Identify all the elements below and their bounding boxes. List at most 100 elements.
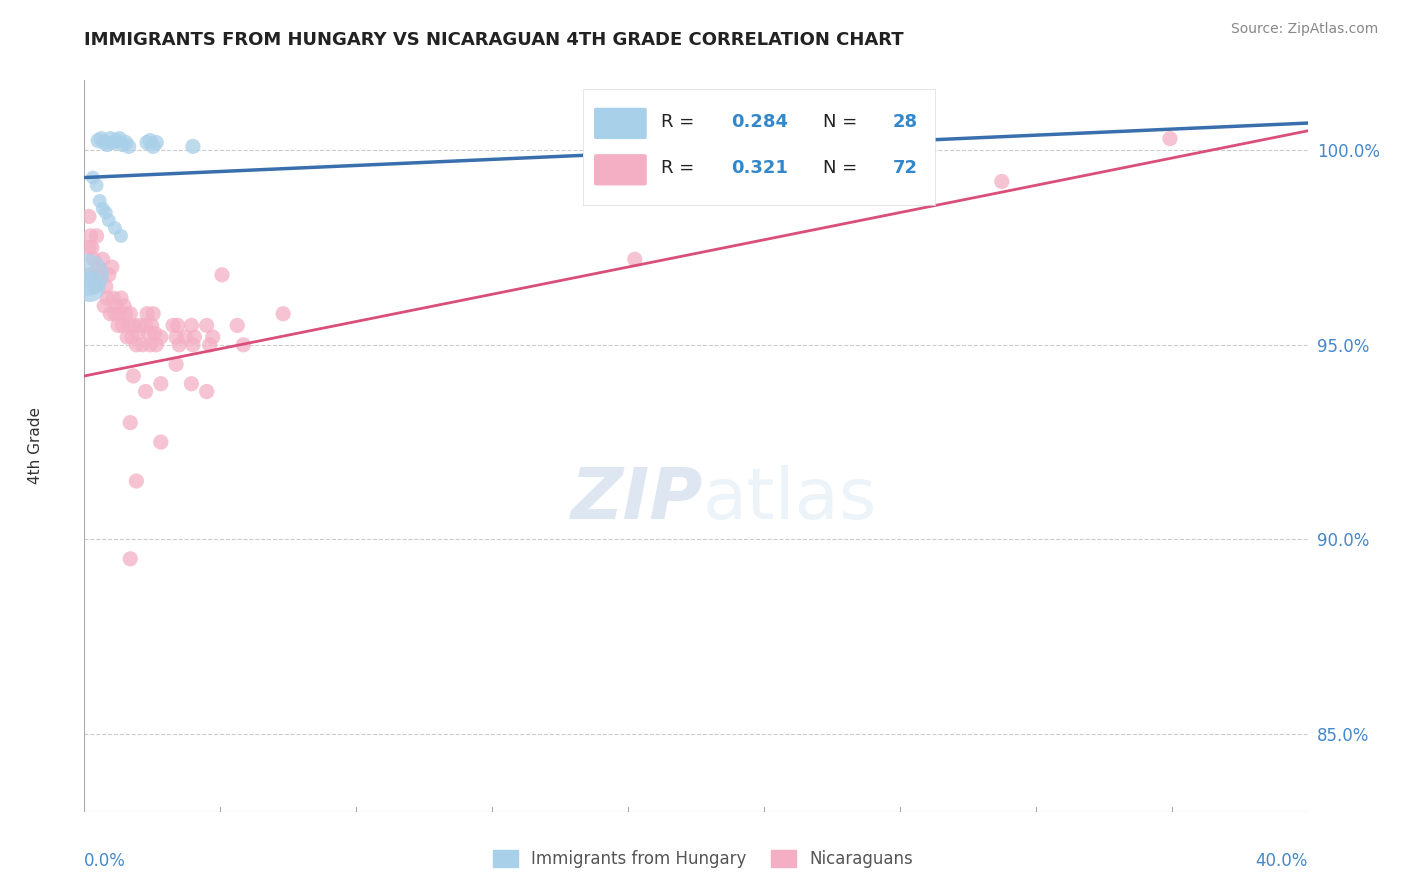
- Point: [624, 252, 647, 267]
- Point: [105, 134, 128, 148]
- Text: R =: R =: [661, 112, 700, 130]
- Point: [121, 330, 143, 344]
- Point: [111, 137, 134, 152]
- Point: [181, 139, 204, 153]
- Point: [105, 299, 128, 313]
- Point: [82, 170, 104, 185]
- Point: [79, 228, 101, 243]
- Point: [114, 307, 136, 321]
- Point: [93, 136, 115, 150]
- Text: 0.321: 0.321: [731, 159, 787, 177]
- Point: [128, 318, 150, 333]
- Point: [232, 338, 254, 352]
- Text: 0.284: 0.284: [731, 112, 789, 130]
- Point: [1159, 131, 1181, 145]
- Point: [211, 268, 233, 282]
- Point: [136, 136, 159, 150]
- Point: [180, 376, 202, 391]
- Text: R =: R =: [661, 159, 700, 177]
- Point: [110, 228, 132, 243]
- Point: [80, 241, 103, 255]
- Point: [991, 174, 1014, 188]
- Point: [195, 384, 218, 399]
- Point: [115, 330, 138, 344]
- Point: [127, 326, 149, 341]
- Point: [110, 291, 132, 305]
- Point: [138, 326, 160, 341]
- Point: [131, 338, 153, 352]
- Text: N =: N =: [823, 112, 862, 130]
- Point: [149, 376, 172, 391]
- Point: [111, 318, 134, 333]
- Point: [149, 435, 172, 450]
- Point: [143, 326, 166, 341]
- Point: [145, 338, 167, 352]
- Point: [135, 384, 157, 399]
- Point: [108, 307, 131, 321]
- Point: [226, 318, 249, 333]
- Point: [98, 307, 121, 321]
- Point: [181, 338, 204, 352]
- Point: [135, 318, 157, 333]
- Point: [125, 338, 148, 352]
- Point: [97, 268, 120, 282]
- Point: [77, 210, 100, 224]
- Point: [118, 318, 141, 333]
- Point: [142, 307, 165, 321]
- Point: [101, 260, 124, 274]
- Point: [83, 252, 105, 267]
- Point: [125, 474, 148, 488]
- Point: [118, 139, 141, 153]
- Point: [87, 134, 110, 148]
- Text: 0.0%: 0.0%: [84, 852, 127, 870]
- Point: [93, 299, 115, 313]
- Text: ZIP: ZIP: [571, 465, 703, 534]
- Point: [271, 307, 294, 321]
- Point: [180, 318, 202, 333]
- Point: [201, 330, 224, 344]
- Point: [104, 307, 127, 321]
- Point: [94, 279, 117, 293]
- Point: [165, 330, 187, 344]
- Point: [136, 307, 159, 321]
- Point: [823, 139, 845, 153]
- Text: 28: 28: [893, 112, 918, 130]
- Point: [120, 307, 142, 321]
- Point: [91, 252, 114, 267]
- Point: [166, 318, 188, 333]
- Text: 72: 72: [893, 159, 918, 177]
- Point: [145, 136, 167, 150]
- Point: [107, 318, 129, 333]
- Point: [91, 202, 114, 216]
- Point: [149, 330, 172, 344]
- Point: [162, 318, 184, 333]
- Point: [98, 131, 121, 145]
- Point: [183, 330, 205, 344]
- Point: [120, 551, 142, 566]
- Point: [122, 368, 145, 383]
- Text: Source: ZipAtlas.com: Source: ZipAtlas.com: [1230, 22, 1378, 37]
- Point: [174, 330, 197, 344]
- Point: [142, 139, 165, 153]
- Point: [96, 137, 118, 152]
- FancyBboxPatch shape: [593, 108, 647, 139]
- Point: [165, 357, 187, 371]
- Point: [77, 241, 100, 255]
- Text: 4th Grade: 4th Grade: [28, 408, 44, 484]
- Point: [139, 338, 162, 352]
- Point: [638, 151, 661, 165]
- Point: [104, 221, 127, 235]
- Point: [122, 318, 145, 333]
- Point: [114, 136, 136, 150]
- Point: [79, 279, 101, 293]
- Point: [103, 291, 125, 305]
- Point: [198, 338, 221, 352]
- Point: [94, 205, 117, 219]
- Point: [97, 213, 120, 227]
- FancyBboxPatch shape: [593, 154, 647, 186]
- Text: atlas: atlas: [703, 465, 877, 534]
- Legend: Immigrants from Hungary, Nicaraguans: Immigrants from Hungary, Nicaraguans: [486, 843, 920, 875]
- Point: [96, 291, 118, 305]
- Point: [112, 299, 135, 313]
- Point: [79, 268, 101, 282]
